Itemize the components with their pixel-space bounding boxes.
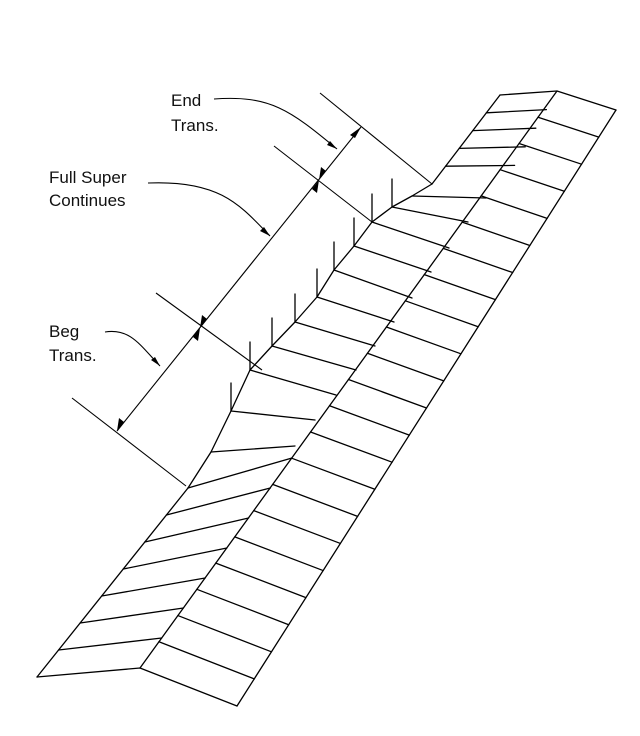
- road-right-lane-hatch: [499, 169, 565, 192]
- road-right-lane-hatch: [272, 483, 359, 518]
- road-transition-diagonal: [294, 321, 376, 347]
- road-right-lane-hatch: [177, 614, 273, 653]
- leader-arrow-full-super: [260, 227, 270, 236]
- road-right-lane-hatch: [196, 588, 290, 626]
- leader-beg-trans: [104, 330, 161, 367]
- road-right-lane-hatch: [423, 273, 497, 301]
- road-right-lane-hatch: [309, 431, 393, 463]
- road-right-lane-hatch: [385, 326, 462, 355]
- arrowhead-end-bottom: [319, 167, 326, 180]
- road-transition-diagonal: [353, 245, 432, 273]
- road-lane-hatch: [57, 637, 163, 651]
- road-transition-diagonal: [210, 445, 296, 453]
- label-end-line2: Trans.: [171, 116, 219, 135]
- road-wireframe: [36, 90, 617, 707]
- road-lane-hatch: [144, 517, 250, 543]
- road-lane-hatch: [165, 487, 271, 516]
- road-top-end: [499, 90, 617, 111]
- arrowhead-full-top: [312, 180, 319, 193]
- road-transition-diagonal: [391, 206, 469, 223]
- extension-line-end-top: [319, 92, 433, 185]
- leader-lines: [104, 97, 338, 367]
- label-end-line1: End: [171, 91, 201, 110]
- road-transition-diagonal: [230, 410, 316, 421]
- road-right-lane-hatch: [518, 142, 583, 165]
- arrowhead-full-bottom: [200, 315, 207, 328]
- extension-line-beg-bottom: [71, 397, 187, 487]
- road-right-lane-hatch: [404, 300, 479, 328]
- road-left-edge-lower: [36, 487, 189, 678]
- arrowhead-end-top: [350, 127, 361, 138]
- road-lane-hatch: [444, 164, 516, 167]
- label-full-super-line1: Full Super: [49, 168, 127, 187]
- road-right-lane-hatch: [347, 378, 428, 409]
- label-beg-line1: Beg: [49, 322, 79, 341]
- leader-end-trans: [213, 97, 338, 150]
- dimension-lines: [71, 92, 433, 487]
- road-right-lane-hatch: [537, 116, 600, 138]
- road-right-lane-hatch: [442, 247, 514, 274]
- road-right-lane-hatch: [290, 457, 376, 490]
- road-transition-diagonal: [316, 296, 395, 323]
- road-transition-diagonal: [411, 195, 487, 199]
- leader-arrow-beg-trans: [151, 357, 160, 366]
- road-right-lane-hatch: [328, 405, 410, 436]
- road-lane-hatch: [101, 577, 206, 597]
- road-right-lane-hatch: [366, 352, 445, 382]
- label-full-super-line2: Continues: [49, 191, 126, 210]
- extension-line-beg-top: [155, 292, 263, 371]
- road-lane-hatch: [79, 607, 185, 624]
- road-lane-hatch: [458, 146, 526, 150]
- road-transition-diagonal: [333, 269, 413, 299]
- road-right-lane-hatch: [461, 221, 531, 247]
- road-transition-diagonal: [249, 369, 337, 396]
- road-lane-hatch: [122, 547, 228, 570]
- arrowhead-beg-top: [193, 328, 200, 341]
- road-right-lane-hatch: [480, 195, 548, 220]
- road-right-lane-hatch: [215, 562, 307, 599]
- road-bottom-end: [36, 667, 238, 707]
- leader-full-super: [147, 182, 271, 237]
- arrowhead-beg-bottom: [117, 418, 124, 431]
- extension-line-end-bottom: [273, 145, 373, 223]
- road-transition-diagonal: [271, 345, 357, 371]
- road-right-lane-hatch: [158, 641, 255, 680]
- road-transition-diagonal: [371, 221, 450, 249]
- road-right-lane-hatch: [253, 509, 342, 545]
- road-right-lane-hatch: [234, 536, 324, 572]
- road-lane-hatch: [485, 108, 548, 114]
- leader-arrow-end-trans: [327, 141, 337, 149]
- road-left-edge-upper: [431, 94, 501, 185]
- road-lane-hatch: [187, 457, 293, 489]
- road-lane-hatch: [472, 127, 537, 132]
- label-beg-line2: Trans.: [49, 346, 97, 365]
